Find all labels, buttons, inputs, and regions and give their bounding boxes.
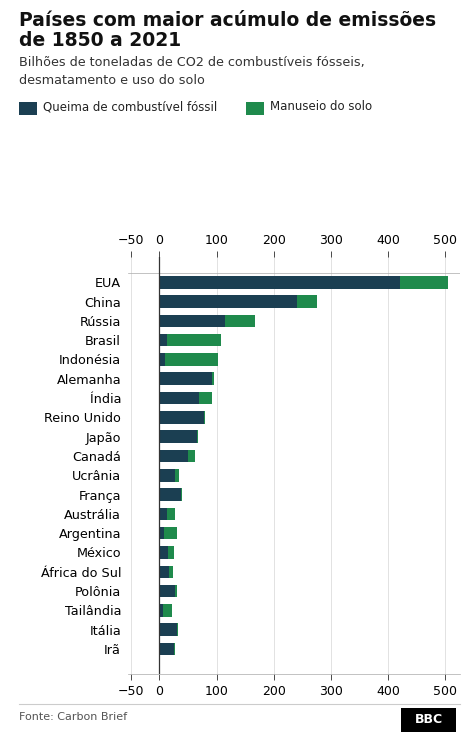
- Text: de 1850 a 2021: de 1850 a 2021: [19, 31, 181, 51]
- Bar: [159, 334, 167, 346]
- Bar: [297, 295, 317, 308]
- Bar: [159, 604, 163, 617]
- Bar: [164, 527, 177, 539]
- Bar: [188, 450, 195, 462]
- Bar: [174, 643, 175, 656]
- Bar: [175, 585, 177, 597]
- Bar: [167, 334, 221, 346]
- Bar: [225, 314, 255, 327]
- Bar: [159, 565, 169, 578]
- Bar: [159, 276, 400, 288]
- Bar: [175, 469, 179, 481]
- Bar: [159, 546, 168, 559]
- Text: Países com maior acúmulo de emissões: Países com maior acúmulo de emissões: [19, 11, 436, 31]
- Bar: [159, 624, 177, 636]
- Bar: [169, 565, 173, 578]
- Bar: [159, 643, 174, 656]
- Bar: [177, 624, 178, 636]
- Text: Manuseio do solo: Manuseio do solo: [270, 100, 372, 113]
- Bar: [159, 411, 204, 424]
- Bar: [159, 431, 197, 443]
- Bar: [159, 314, 225, 327]
- Bar: [163, 604, 172, 617]
- Bar: [159, 488, 181, 501]
- Bar: [159, 585, 175, 597]
- Bar: [159, 353, 165, 366]
- Bar: [200, 392, 212, 405]
- Bar: [165, 353, 218, 366]
- Bar: [159, 527, 164, 539]
- Text: BBC: BBC: [414, 713, 443, 726]
- Bar: [181, 488, 182, 501]
- Text: Queima de combustível fóssil: Queima de combustível fóssil: [43, 100, 217, 113]
- Bar: [159, 392, 200, 405]
- Text: Fonte: Carbon Brief: Fonte: Carbon Brief: [19, 711, 127, 722]
- Bar: [204, 411, 205, 424]
- Bar: [159, 469, 175, 481]
- Bar: [400, 276, 448, 288]
- Text: Bilhões de toneladas de CO2 de combustíveis fósseis,
desmatamento e uso do solo: Bilhões de toneladas de CO2 de combustív…: [19, 56, 365, 87]
- Bar: [168, 546, 174, 559]
- Bar: [159, 507, 167, 520]
- Bar: [212, 372, 214, 385]
- Bar: [159, 295, 297, 308]
- Bar: [167, 507, 175, 520]
- Bar: [159, 450, 188, 462]
- Bar: [197, 431, 198, 443]
- Bar: [159, 372, 212, 385]
